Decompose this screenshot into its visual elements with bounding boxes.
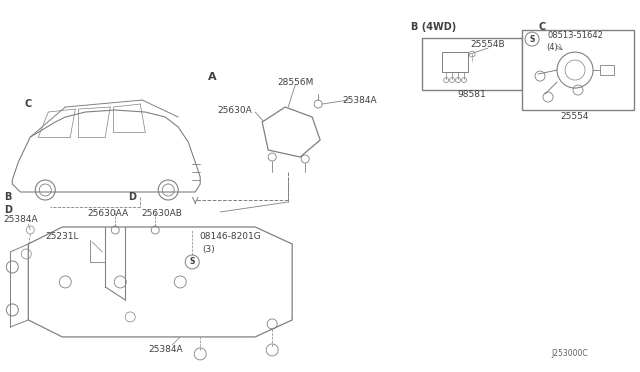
Text: 25630AA: 25630AA (88, 209, 129, 218)
Text: J253000C: J253000C (552, 349, 588, 358)
Bar (422, 38, 522, 90)
Bar (522, 30, 634, 110)
Text: D: D (4, 205, 12, 215)
Text: C: C (25, 99, 32, 109)
Text: 28556M: 28556M (277, 77, 314, 87)
Text: (3): (3) (202, 246, 214, 254)
Text: 25554B: 25554B (471, 39, 506, 49)
Text: S: S (529, 35, 535, 44)
Text: D: D (128, 192, 136, 202)
Text: B: B (4, 192, 12, 202)
Text: 25384A: 25384A (3, 215, 38, 224)
Text: 25554: 25554 (561, 112, 589, 121)
Text: (4): (4) (546, 42, 558, 52)
Text: 08513-51642: 08513-51642 (547, 31, 603, 39)
Text: A: A (208, 72, 216, 82)
Text: 98581: 98581 (458, 90, 486, 99)
Text: S: S (189, 257, 195, 266)
Text: 25384A: 25384A (148, 346, 182, 355)
Text: 08146-8201G: 08146-8201G (199, 232, 261, 241)
Text: 25231L: 25231L (45, 232, 79, 241)
Text: 25630A: 25630A (218, 106, 253, 115)
Text: B (4WD): B (4WD) (412, 22, 457, 32)
Text: C: C (538, 22, 546, 32)
Text: 25384A: 25384A (343, 96, 378, 105)
Bar (600, 65, 614, 75)
Text: 25630AB: 25630AB (142, 209, 182, 218)
